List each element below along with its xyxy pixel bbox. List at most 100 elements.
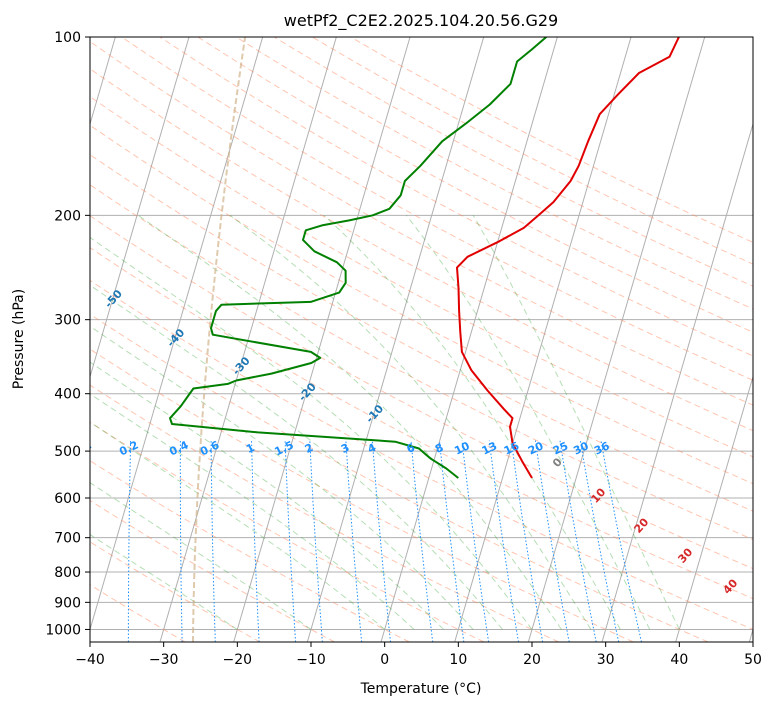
mixing-ratio-label: 20 <box>526 439 546 457</box>
isotherm-gridline <box>675 374 753 642</box>
mixing-ratio-line <box>127 440 132 642</box>
isotherm-label: -30 <box>230 354 253 378</box>
axes-layer: −40 −30 −20 −10 0 10 20 30 40 5010020030040050060… <box>45 30 762 668</box>
isotherm-gridline <box>380 37 558 642</box>
mixing-ratio-label: 0.4 <box>167 438 190 458</box>
mixing-ratio-label: 16 <box>502 439 522 457</box>
mixing-ratio-line <box>510 440 544 642</box>
x-tick-label: 30 <box>597 652 615 668</box>
profile-layer <box>169 37 680 479</box>
dry-adiabat <box>90 215 753 570</box>
dry-adiabat <box>121 37 753 381</box>
moist-adiabat-label: 30 <box>675 545 695 565</box>
isotherm-gridline <box>454 37 632 642</box>
mixing-ratio-label: 36 <box>592 439 612 457</box>
mixing-ratio-line <box>488 440 519 642</box>
dry-adiabat <box>90 348 634 642</box>
mixing-ratio-line <box>309 440 323 642</box>
y-tick-label: 700 <box>54 531 81 547</box>
dry-adiabat <box>90 384 559 642</box>
moist-adiabat <box>405 214 651 630</box>
mixing-ratio-line <box>284 440 297 642</box>
mixing-ratio-line <box>251 440 260 642</box>
isotherm-gridline <box>159 37 337 642</box>
moist-adiabat <box>137 214 562 630</box>
y-tick-label: 400 <box>54 387 81 403</box>
mixing-ratio-line <box>438 440 465 642</box>
isotherm-label: -40 <box>164 326 187 350</box>
dry-adiabat <box>273 37 753 287</box>
mixing-ratio-line <box>559 440 597 642</box>
mixing-ratio-line <box>410 440 434 642</box>
mixing-ratio-label: 13 <box>480 439 499 457</box>
dry-adiabat <box>90 460 410 642</box>
dry-adiabat <box>350 37 753 243</box>
dry-adiabat <box>235 37 753 310</box>
saturation-curve <box>192 37 247 642</box>
mixing-ratio-label: 3 <box>339 441 351 456</box>
y-tick-label: 200 <box>54 208 81 224</box>
line-labels-layer: 0.10.20.40.611.52346810131620253036-100-… <box>0 192 741 597</box>
moist-adiabat <box>90 421 385 630</box>
x-tick-label: −30 <box>149 652 179 668</box>
mixing-ratio-line <box>179 440 183 642</box>
mixing-ratio-line <box>600 440 642 642</box>
dry-adiabat <box>90 313 709 642</box>
x-tick-label: −20 <box>223 652 253 668</box>
moist-adiabat <box>472 215 680 630</box>
moist-adiabat-label: 20 <box>631 515 651 535</box>
isotherm-label: -20 <box>296 380 319 404</box>
y-tick-label: 900 <box>54 595 81 611</box>
moist-adiabat <box>90 284 503 630</box>
chart-title: wetPf2_C2E2.2025.104.20.56.G29 <box>284 11 558 31</box>
temperature-profile <box>456 37 680 479</box>
isotherm-label: -60 <box>40 248 63 272</box>
isotherm-gridline <box>601 122 753 642</box>
mixing-ratio-line <box>210 440 216 642</box>
y-tick-label: 1000 <box>45 622 81 638</box>
dry-adiabat <box>90 541 261 642</box>
isotherm-label: -70 <box>0 192 6 216</box>
y-tick-label: 500 <box>54 444 81 460</box>
y-tick-label: 600 <box>54 491 81 507</box>
thermo-lines-layer <box>90 37 753 642</box>
dry-adiabat <box>90 68 753 432</box>
isotherm-gridline <box>306 37 485 642</box>
x-axis-label: Temperature (°C) <box>360 681 482 697</box>
dry-adiabat <box>90 96 753 458</box>
mixing-ratio-label: 0.1 <box>70 438 93 458</box>
x-tick-label: 20 <box>523 652 541 668</box>
dry-adiabat <box>90 247 753 600</box>
plot-frame <box>89 36 754 643</box>
mixing-ratio-line <box>371 440 391 642</box>
dewpoint-profile <box>169 37 547 479</box>
mixing-ratio-label: 25 <box>551 439 570 457</box>
x-tick-label: 0 <box>380 652 389 668</box>
moist-adiabat <box>90 325 474 630</box>
dry-adiabat <box>90 584 186 642</box>
isotherm-gridline <box>527 37 706 642</box>
moist-adiabat <box>90 236 533 630</box>
moist-adiabat <box>90 482 312 630</box>
moist-adiabat <box>90 361 444 630</box>
y-tick-label: 100 <box>54 30 81 46</box>
x-tick-label: 50 <box>744 652 762 668</box>
dry-adiabat <box>90 184 753 541</box>
y-tick-label: 300 <box>54 313 81 329</box>
mixing-ratio-label: 1 <box>244 441 256 456</box>
mixing-ratio-line <box>579 440 620 642</box>
dry-adiabat <box>90 154 753 512</box>
mixing-ratio-line <box>461 440 490 642</box>
moist-adiabat <box>229 214 592 630</box>
y-tick-label: 800 <box>54 565 81 581</box>
x-tick-label: 40 <box>670 652 688 668</box>
mixing-ratio-label: 10 <box>452 439 472 457</box>
dry-adiabat <box>90 124 753 485</box>
moist-adiabat-label: 0 <box>550 455 565 470</box>
y-axis-label: Pressure (hPa) <box>11 289 27 389</box>
dry-adiabat <box>90 40 753 406</box>
mixing-ratio-label: 30 <box>571 439 591 457</box>
x-tick-label: 10 <box>449 652 467 668</box>
x-tick-label: −10 <box>296 652 326 668</box>
